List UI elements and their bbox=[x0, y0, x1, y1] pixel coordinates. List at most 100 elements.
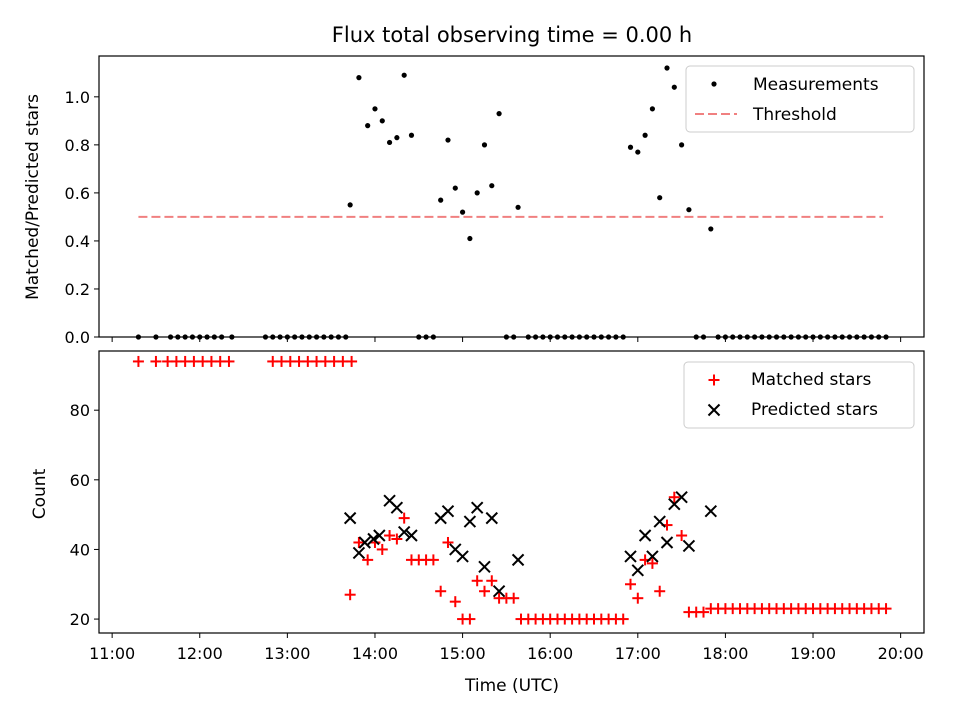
measurement-point bbox=[467, 235, 473, 242]
predicted-point bbox=[682, 539, 696, 553]
predicted-point bbox=[478, 560, 491, 574]
measurement-point bbox=[515, 204, 521, 210]
matched-point bbox=[617, 613, 629, 625]
matched-point bbox=[344, 589, 356, 601]
predicted-point bbox=[492, 585, 506, 598]
measurement-point bbox=[532, 334, 539, 340]
measurement-point bbox=[321, 334, 327, 340]
y-tick-label-top: 0.2 bbox=[65, 280, 90, 299]
measurement-point bbox=[803, 334, 809, 340]
measurement-point bbox=[459, 209, 466, 215]
predicted-point-b bbox=[511, 553, 525, 567]
measurement-point bbox=[846, 334, 853, 340]
predicted-point bbox=[624, 550, 637, 563]
measurement-point bbox=[635, 149, 641, 155]
x-axis-label: Time (UTC) bbox=[464, 676, 559, 696]
measurement-point bbox=[335, 334, 342, 340]
measurement-point bbox=[262, 334, 269, 340]
measurement-point bbox=[489, 183, 495, 189]
measurement-point bbox=[540, 334, 546, 340]
measurement-point bbox=[730, 334, 736, 340]
predicted-point-b bbox=[660, 536, 674, 549]
predicted-point-b bbox=[646, 550, 659, 563]
matched-point bbox=[668, 491, 680, 503]
predicted-point bbox=[470, 501, 484, 514]
predicted-point-b bbox=[343, 511, 357, 525]
legend-top: Measurements Threshold bbox=[685, 65, 915, 133]
matched-point bbox=[471, 575, 483, 587]
measurement-point bbox=[277, 334, 283, 340]
predicted-point bbox=[441, 504, 455, 518]
measurement-point bbox=[452, 185, 458, 191]
measurement-point bbox=[182, 334, 188, 340]
measurement-point bbox=[328, 334, 334, 340]
measurement-point bbox=[430, 334, 436, 340]
matched-point bbox=[132, 355, 144, 367]
measurement-point bbox=[613, 334, 619, 340]
measurement-point bbox=[708, 226, 714, 232]
measurement-point bbox=[416, 334, 422, 340]
predicted-point-b bbox=[373, 529, 386, 542]
matched-point bbox=[398, 512, 410, 524]
legend-measurements-marker bbox=[711, 81, 717, 87]
measurement-point bbox=[386, 139, 393, 146]
x-tick-label: 16:00 bbox=[527, 644, 573, 663]
matched-point bbox=[654, 585, 666, 597]
x-tick-label: 12:00 bbox=[177, 644, 223, 663]
measurement-point bbox=[365, 123, 371, 129]
measurement-point bbox=[606, 334, 612, 340]
predicted-point bbox=[653, 515, 666, 528]
matched-point bbox=[150, 355, 162, 367]
x-tick-label: 17:00 bbox=[615, 644, 661, 663]
matched-point bbox=[427, 554, 439, 566]
measurement-point bbox=[379, 118, 385, 124]
measurement-point bbox=[649, 106, 656, 112]
measurement-point bbox=[313, 334, 320, 340]
measurement-point bbox=[752, 334, 758, 340]
measurement-point bbox=[153, 334, 159, 340]
matched-point bbox=[442, 536, 454, 548]
measurement-point bbox=[197, 334, 203, 340]
legend-measurements-label: Measurements bbox=[753, 75, 879, 95]
measurement-point bbox=[438, 197, 444, 203]
y-tick-label-bottom: 60 bbox=[70, 471, 90, 490]
matched-point bbox=[435, 585, 447, 597]
measurement-point bbox=[598, 334, 604, 340]
measurement-point bbox=[883, 334, 889, 340]
measurement-point bbox=[511, 334, 517, 340]
predicted-point bbox=[405, 529, 418, 542]
measurement-point bbox=[715, 334, 721, 340]
legend-bottom: Matched stars Predicted stars bbox=[683, 361, 915, 429]
matched-point bbox=[223, 355, 235, 367]
measurement-point bbox=[270, 334, 276, 340]
measurement-point bbox=[861, 334, 867, 340]
measurement-point bbox=[584, 334, 590, 340]
measurement-point bbox=[189, 334, 196, 340]
matched-point bbox=[486, 575, 498, 587]
matched-point bbox=[384, 530, 396, 542]
predicted-point bbox=[660, 536, 674, 549]
y-axis-label-top: Matched/Predicted stars bbox=[23, 94, 43, 300]
measurement-point bbox=[700, 334, 707, 340]
measurement-point bbox=[401, 72, 407, 78]
legend-top-box bbox=[685, 65, 915, 133]
matched-point bbox=[362, 554, 374, 566]
measurement-point bbox=[167, 334, 174, 340]
measurement-point bbox=[576, 334, 582, 340]
matched-point bbox=[646, 557, 658, 569]
predicted-point-b bbox=[383, 494, 396, 507]
y-tick-label-top: 0.0 bbox=[65, 328, 90, 347]
measurement-point bbox=[299, 334, 305, 340]
matched-point bbox=[449, 596, 461, 608]
predicted-point bbox=[511, 553, 525, 567]
x-tick-label: 18:00 bbox=[702, 644, 748, 663]
legend-threshold-label: Threshold bbox=[752, 105, 837, 125]
predicted-point bbox=[373, 529, 386, 542]
predicted-point bbox=[638, 529, 652, 542]
x-tick-label: 13:00 bbox=[264, 644, 310, 663]
matched-point bbox=[346, 355, 358, 367]
predicted-point-b bbox=[485, 511, 498, 525]
measurement-point bbox=[693, 334, 699, 340]
matched-point bbox=[391, 533, 403, 545]
measurement-point bbox=[839, 334, 845, 340]
